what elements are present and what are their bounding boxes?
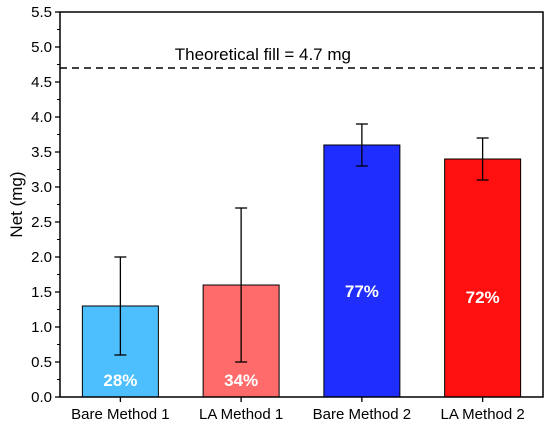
y-tick-label: 5.5	[31, 4, 52, 21]
theoretical-fill-label: Theoretical fill = 4.7 mg	[175, 45, 351, 64]
error-bar	[476, 137, 489, 181]
bar-data-label: 77%	[345, 282, 379, 301]
y-tick-label: 3.0	[31, 179, 52, 196]
x-tick-label: LA Method 2	[441, 406, 525, 423]
y-tick-label: 5.0	[31, 39, 52, 56]
error-bar	[235, 207, 248, 363]
error-bar	[114, 256, 127, 356]
y-tick-label: 2.0	[31, 249, 52, 266]
y-axis-title: Net (mg)	[7, 171, 26, 237]
bars-layer	[81, 144, 522, 398]
y-tick-label: 3.5	[31, 144, 52, 161]
y-axis: 0.0 0.5 1.0 1.5 2.0 2.5 3.0 3.5 4.0 4.5 5.0 5.5	[31, 4, 60, 406]
error-bar	[355, 123, 368, 167]
y-tick-label: 2.5	[31, 214, 52, 231]
y-tick-label: 0.5	[31, 354, 52, 371]
bar-labels-layer: 28% 34% 77% 72%	[103, 282, 499, 390]
x-tick-label: Bare Method 2	[313, 406, 411, 423]
y-tick-label: 1.5	[31, 284, 52, 301]
x-tick-label: Bare Method 1	[71, 406, 169, 423]
y-tick-label: 0.0	[31, 389, 52, 406]
bar	[444, 158, 522, 398]
bar-data-label: 72%	[466, 288, 500, 307]
y-tick-label: 4.5	[31, 74, 52, 91]
x-axis: Bare Method 1 LA Method 1 Bare Method 2 LA …	[71, 397, 525, 423]
bar	[323, 144, 401, 398]
y-tick-label: 1.0	[31, 319, 52, 336]
y-tick-label: 4.0	[31, 109, 52, 126]
x-tick-label: LA Method 1	[199, 406, 283, 423]
error-bars-layer	[114, 123, 489, 363]
bar-data-label: 34%	[224, 371, 258, 390]
bar-data-label: 28%	[103, 371, 137, 390]
